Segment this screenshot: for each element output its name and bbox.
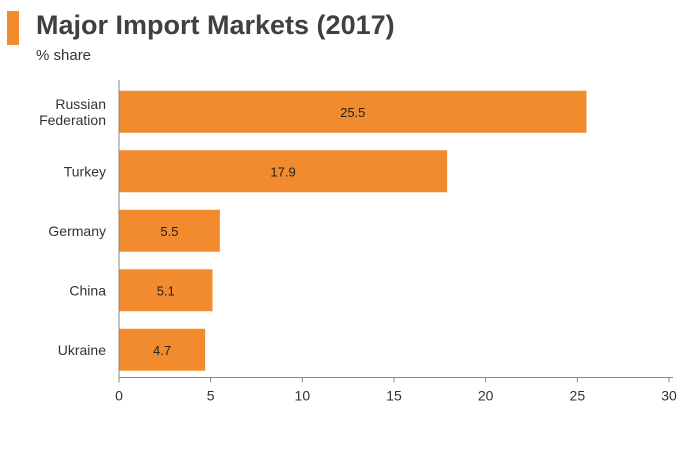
- value-label: 25.5: [340, 105, 365, 120]
- category-label: Turkey: [64, 163, 106, 179]
- value-label: 17.9: [270, 164, 295, 179]
- title-accent-marker: [7, 11, 19, 45]
- value-labels: 25.5 17.9 5.5 5.1 4.7: [153, 105, 365, 358]
- chart-title: Major Import Markets (2017): [36, 10, 395, 40]
- axes-group: [118, 80, 673, 383]
- value-label: 5.5: [160, 224, 178, 239]
- bars-group: [119, 90, 587, 371]
- chart-subtitle: % share: [36, 47, 92, 64]
- category-label: Ukraine: [58, 342, 106, 358]
- category-label: Russian Federation: [39, 96, 106, 128]
- x-tick-label: 10: [295, 388, 311, 404]
- x-tick-label: 30: [661, 388, 677, 404]
- x-tick-label: 15: [386, 388, 402, 404]
- x-tick-labels: 0 5 10 15 20 25 30: [115, 388, 677, 404]
- bar-turkey: [119, 150, 448, 193]
- category-labels: Russian Federation Turkey Germany China Ukrai…: [39, 96, 106, 358]
- x-tick-label: 25: [570, 388, 586, 404]
- x-tick-label: 5: [207, 388, 215, 404]
- bar-germany: [119, 209, 220, 252]
- value-label: 4.7: [153, 343, 171, 358]
- category-label: Germany: [48, 223, 106, 239]
- bar-china: [119, 269, 213, 312]
- value-label: 5.1: [157, 283, 175, 298]
- x-tick-label: 0: [115, 388, 123, 404]
- bar-ukraine: [119, 328, 206, 371]
- bar-russian-federation: [119, 90, 587, 133]
- x-tick-label: 20: [478, 388, 494, 404]
- category-label: China: [69, 282, 106, 298]
